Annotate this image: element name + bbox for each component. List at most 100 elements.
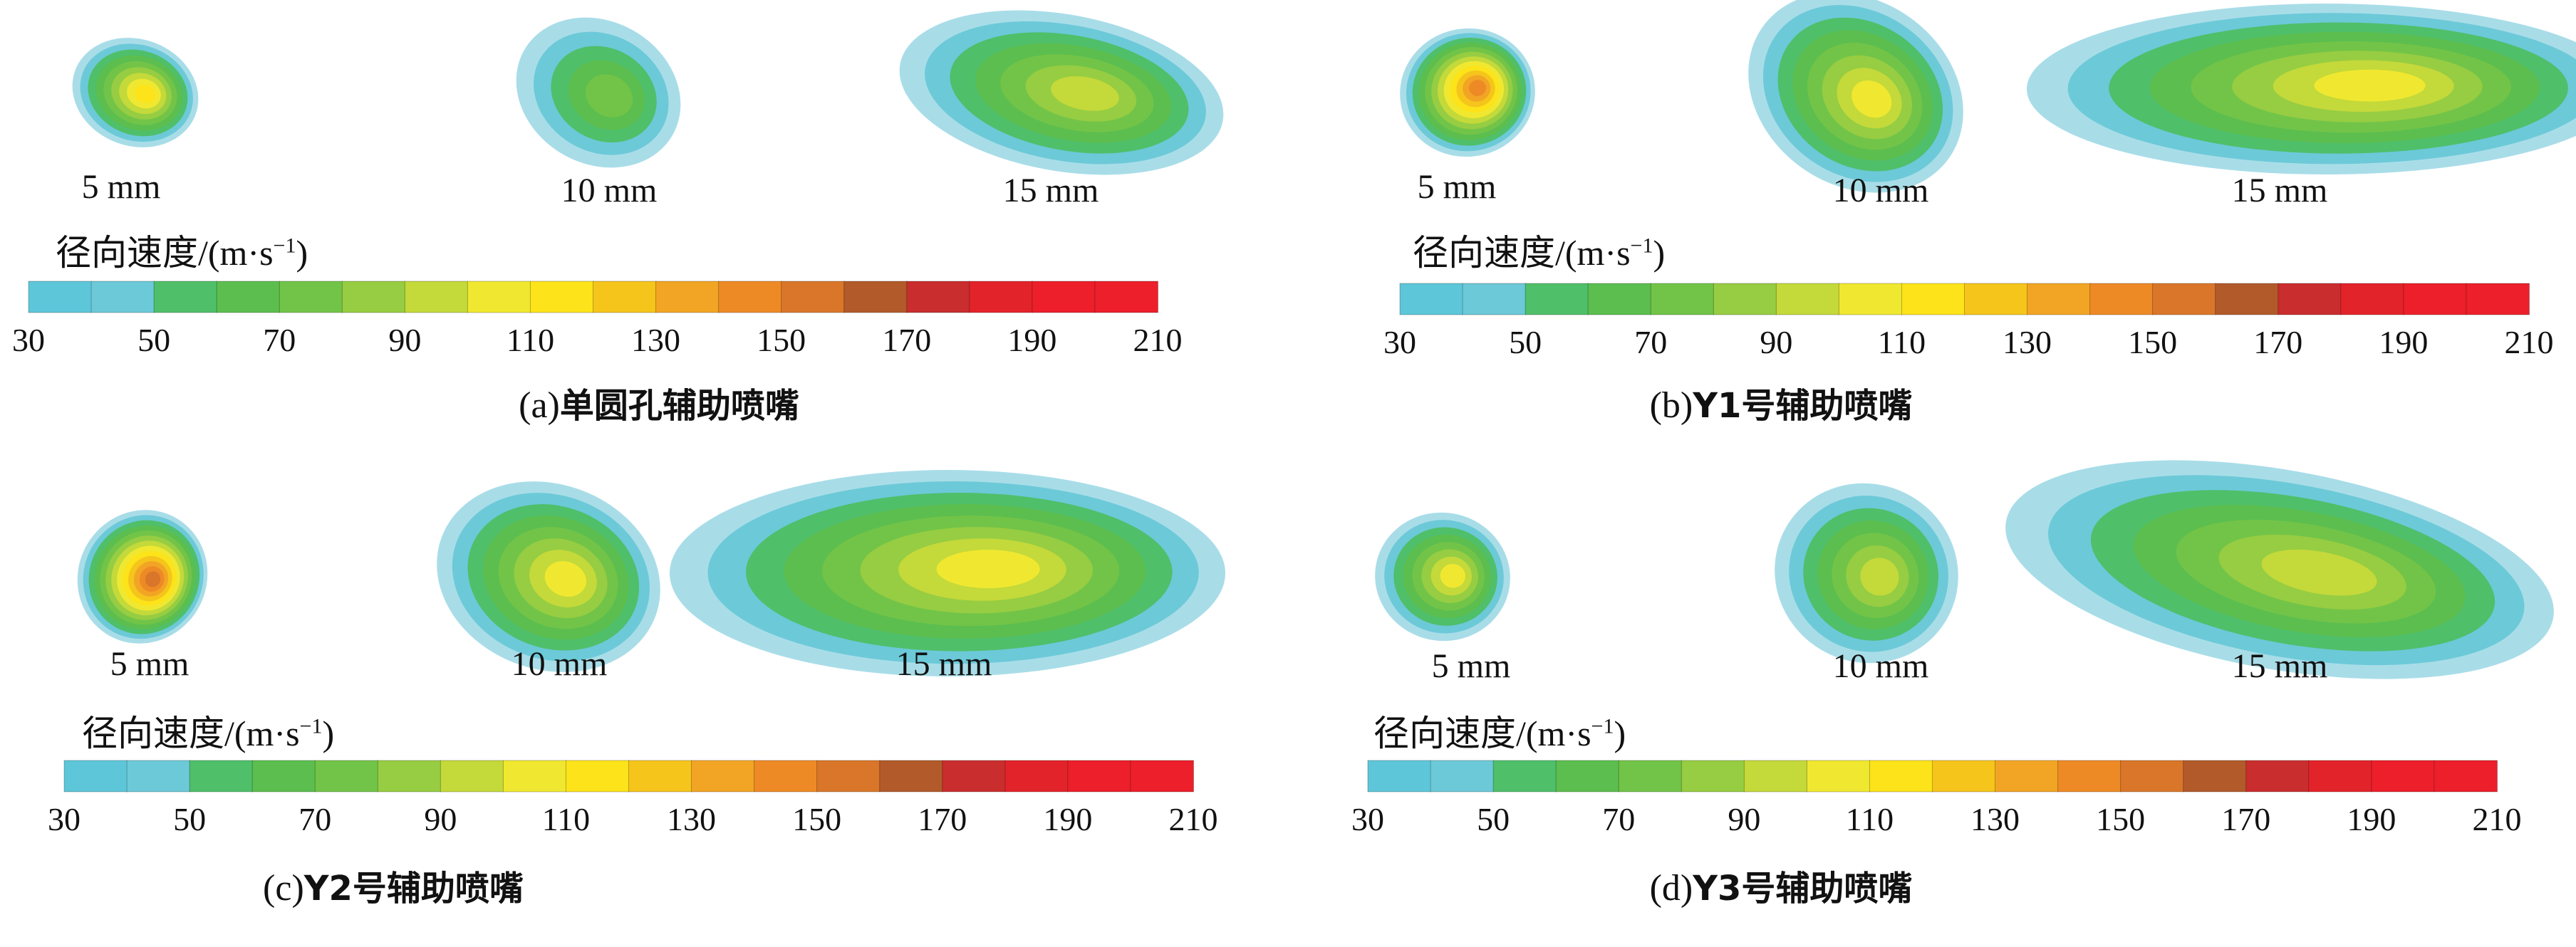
panel-a: 5 mm 10 mm 15 mm 径向速度/(m·s−1) 30 50 70 90 11… [12, 10, 1311, 470]
colorbar-segment [906, 281, 970, 313]
contour-level [936, 550, 1040, 589]
contour-plots [1375, 460, 2554, 679]
distance-label-5mm: 5 mm [110, 645, 189, 683]
colorbar-segment [718, 281, 782, 313]
colorbar-segment [969, 281, 1033, 313]
colorbar-tick-label: 90 [388, 322, 422, 358]
contour-plots [1400, 0, 2576, 193]
contour-level [145, 571, 161, 587]
colorbar-segment [377, 760, 442, 792]
colorbar-tick-label: 130 [1970, 801, 2020, 837]
colorbar-segment [1681, 760, 1745, 792]
distance-label-15mm: 15 mm [2231, 172, 2328, 209]
colorbar-tick-label: 70 [1634, 324, 1668, 360]
distance-label-10mm: 10 mm [1832, 647, 1929, 685]
colorbar-segment [1399, 283, 1464, 315]
colorbar-segment [1901, 283, 1965, 315]
colorbar-segment [1525, 283, 1589, 315]
colorbar-segment [1367, 760, 1432, 792]
colorbar-segment [1555, 760, 1620, 792]
colorbar-tick-label: 50 [137, 322, 171, 358]
colorbar-segment [1869, 760, 1933, 792]
colorbar-segment [2057, 760, 2121, 792]
colorbar-segment [1713, 283, 1777, 315]
distance-label-10mm: 10 mm [511, 645, 608, 683]
colorbar-tick-label: 30 [1351, 801, 1384, 837]
panel-c: 5 mm 10 mm 15 mm 径向速度/(m·s−1) 30 50 70 90 11… [48, 470, 1346, 947]
colorbar [63, 760, 1195, 792]
colorbar-tick-label: 110 [1845, 801, 1894, 837]
colorbar-segment [1094, 281, 1159, 313]
colorbar-tick-label: 190 [2347, 801, 2396, 837]
colorbar-segment [2278, 283, 2342, 315]
colorbar-segment [1130, 760, 1195, 792]
colorbar-segment [754, 760, 818, 792]
colorbar-tick-label: 70 [1602, 801, 1636, 837]
colorbar-segment [1743, 760, 1808, 792]
colorbar-tick-label: 190 [2379, 324, 2429, 360]
colorbar-segment [2152, 283, 2216, 315]
colorbar-title: 径向速度/(m·s−1) [1373, 713, 1626, 753]
colorbar-tick-label: 90 [424, 801, 457, 837]
colorbar-segment [90, 281, 155, 313]
colorbar-segment [2434, 760, 2498, 792]
colorbar-segment [565, 760, 630, 792]
contour-plots [72, 10, 1224, 175]
distance-label-5mm: 5 mm [81, 168, 161, 206]
contour-blob [670, 470, 1225, 676]
colorbar-tick-label: 90 [1760, 324, 1793, 360]
contour-level [2261, 549, 2377, 596]
panel-b: 5 mm 10 mm 15 mm 径向速度/(m·s−1) 30 50 70 90 11… [1383, 0, 2576, 470]
colorbar-tick-label: 70 [298, 801, 332, 837]
colorbar-tick-label: 30 [1383, 324, 1416, 360]
colorbar-tick-label: 190 [1007, 322, 1057, 358]
colorbar-tick-label: 90 [1728, 801, 1761, 837]
panel-caption: (a)单圆孔辅助喷嘴 [519, 385, 799, 426]
colorbar-tick-label: 50 [173, 801, 207, 837]
colorbar-segment [942, 760, 1006, 792]
contour-blob [437, 481, 660, 672]
distance-label-10mm: 10 mm [1832, 172, 1929, 209]
distance-label-15mm: 15 mm [895, 645, 992, 683]
contour-blob [899, 10, 1224, 175]
contour-level [135, 84, 156, 103]
distance-label-5mm: 5 mm [1417, 168, 1497, 206]
colorbar-tick-label: 50 [1477, 801, 1510, 837]
colorbar-segment [2120, 760, 2184, 792]
colorbar-segment [1618, 760, 1683, 792]
colorbar-tick-label: 170 [918, 801, 967, 837]
contour-level [2314, 69, 2426, 102]
colorbar-title: 径向速度/(m·s−1) [1413, 233, 1666, 273]
colorbar-segment [1032, 281, 1096, 313]
colorbar-segment [1587, 283, 1652, 315]
colorbar-segment [502, 760, 567, 792]
colorbar-segment [628, 760, 692, 792]
colorbar-segment [1806, 760, 1871, 792]
colorbar-tick-label: 210 [2472, 801, 2522, 837]
colorbar-segment [404, 281, 469, 313]
colorbar-segment [153, 281, 218, 313]
contour-level [1051, 76, 1119, 111]
colorbar-segment [314, 760, 379, 792]
colorbar [1399, 283, 2530, 315]
colorbar [1367, 760, 2498, 792]
colorbar-tick-label: 150 [757, 322, 806, 358]
contour-level [1852, 80, 1892, 118]
colorbar [28, 281, 1159, 313]
contour-blob [77, 510, 208, 644]
colorbar-tick-label: 170 [882, 322, 932, 358]
contour-level [544, 561, 587, 597]
panel-caption: (c)Y2号辅助喷嘴 [263, 868, 524, 909]
contour-blob [1400, 28, 1535, 157]
distance-label-15mm: 15 mm [1002, 172, 1099, 209]
panel-caption: (d)Y3号辅助喷嘴 [1649, 868, 1913, 909]
colorbar-tick-label: 170 [2221, 801, 2271, 837]
colorbar-segment [63, 760, 128, 792]
colorbar-segment [279, 281, 343, 313]
colorbar-title: 径向速度/(m·s−1) [82, 713, 335, 753]
colorbar-segment [28, 281, 93, 313]
distance-label-15mm: 15 mm [2231, 647, 2328, 685]
contour-blob [2027, 4, 2576, 174]
contour-blob [516, 17, 681, 168]
colorbar-segment [2089, 283, 2154, 315]
